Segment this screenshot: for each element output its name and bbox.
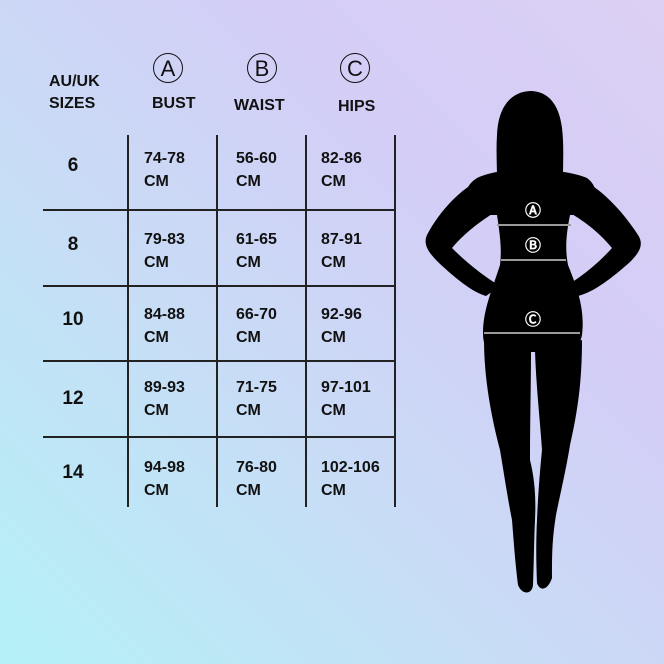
waist-cell: 56-60 CM [236, 147, 277, 193]
marker-c: C [340, 53, 370, 83]
bust-cell-line: 79-83 [144, 231, 185, 248]
waist-cell-line: CM [236, 173, 261, 190]
sizes-header-line2: SIZES [49, 95, 96, 112]
bust-cell-line: CM [144, 254, 169, 271]
waist-cell: 61-65 CM [236, 228, 277, 274]
bust-cell: 79-83 CM [144, 228, 185, 274]
waist-cell-line: CM [236, 482, 261, 499]
bust-cell-line: CM [144, 482, 169, 499]
waist-cell-line: CM [236, 329, 261, 346]
right-leg [535, 340, 582, 589]
waist-cell-line: 66-70 [236, 306, 277, 323]
sizes-header-line1: AU/UK [49, 73, 100, 90]
right-arm [566, 180, 641, 296]
divider [127, 135, 129, 507]
divider [43, 209, 395, 211]
hips-cell-line: 87-91 [321, 231, 362, 248]
hips-cell: 82-86 CM [321, 147, 362, 193]
bust-cell-line: 84-88 [144, 306, 185, 323]
divider [43, 436, 395, 438]
hips-cell-line: 82-86 [321, 150, 362, 167]
divider [43, 285, 395, 287]
figure-marker-a: Ⓐ [525, 201, 541, 220]
bust-cell-line: CM [144, 173, 169, 190]
divider [305, 135, 307, 507]
sizes-header: AU/UK SIZES [49, 71, 100, 115]
hips-header: HIPS [338, 98, 376, 115]
divider [394, 135, 396, 507]
size-value: 12 [62, 388, 84, 409]
size-value: 14 [62, 462, 84, 483]
bust-cell-line: CM [144, 402, 169, 419]
bust-cell: 74-78 CM [144, 147, 185, 193]
hips-cell-line: CM [321, 329, 346, 346]
hips-cell: 97-101 CM [321, 376, 371, 422]
bust-header: BUST [152, 95, 196, 112]
bust-cell: 94-98 CM [144, 456, 185, 502]
figure-marker-b: Ⓑ [525, 236, 541, 255]
bust-cell-line: 74-78 [144, 150, 185, 167]
bust-cell-line: 94-98 [144, 459, 185, 476]
hips-cell-line: CM [321, 482, 346, 499]
hips-cell-line: CM [321, 173, 346, 190]
left-arm [425, 180, 500, 296]
waist-cell: 71-75 CM [236, 376, 277, 422]
hips-cell-line: 97-101 [321, 379, 371, 396]
marker-b: B [247, 53, 277, 83]
size-value: 6 [67, 155, 79, 176]
waist-cell-line: 56-60 [236, 150, 277, 167]
hips-cell-line: 92-96 [321, 306, 362, 323]
bust-cell-line: CM [144, 329, 169, 346]
hips-cell: 87-91 CM [321, 228, 362, 274]
hips-cell: 92-96 CM [321, 303, 362, 349]
hips-cell-line: CM [321, 402, 346, 419]
waist-cell-line: 76-80 [236, 459, 277, 476]
size-value: 10 [62, 309, 84, 330]
hair-head [496, 91, 564, 178]
waist-cell-line: 71-75 [236, 379, 277, 396]
hips-cell-line: 102-106 [321, 459, 380, 476]
marker-a: A [153, 53, 183, 83]
hips-cell-line: CM [321, 254, 346, 271]
divider [43, 360, 395, 362]
waist-cell: 76-80 CM [236, 456, 277, 502]
size-value: 8 [67, 234, 79, 255]
hips-cell: 102-106 CM [321, 456, 380, 502]
left-leg [484, 340, 536, 593]
figure-marker-c: Ⓒ [525, 310, 541, 329]
waist-cell-line: CM [236, 402, 261, 419]
divider [216, 135, 218, 507]
bust-cell: 84-88 CM [144, 303, 185, 349]
waist-header: WAIST [234, 97, 285, 114]
waist-cell: 66-70 CM [236, 303, 277, 349]
waist-cell-line: CM [236, 254, 261, 271]
bust-cell-line: 89-93 [144, 379, 185, 396]
bust-cell: 89-93 CM [144, 376, 185, 422]
waist-cell-line: 61-65 [236, 231, 277, 248]
